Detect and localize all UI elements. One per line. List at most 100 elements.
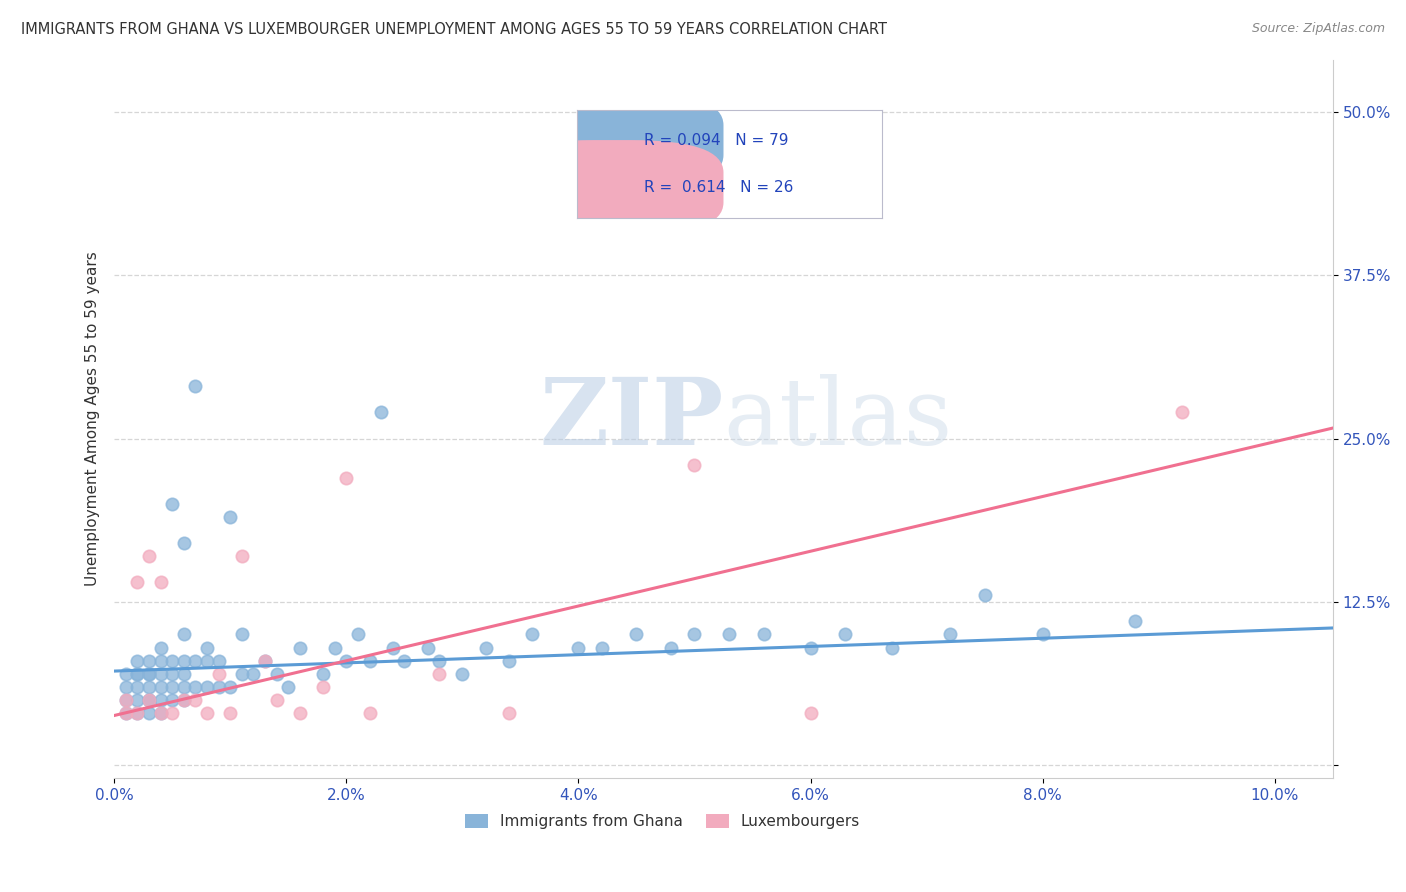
Point xyxy=(219,509,242,524)
Point xyxy=(208,680,231,694)
Point xyxy=(184,654,207,668)
Point xyxy=(394,654,416,668)
Point xyxy=(451,666,474,681)
Point xyxy=(683,458,706,472)
Point xyxy=(208,654,231,668)
Point xyxy=(160,693,183,707)
Point xyxy=(173,666,195,681)
Point xyxy=(149,693,172,707)
Point xyxy=(195,640,218,655)
Point xyxy=(752,627,775,641)
Point xyxy=(138,680,160,694)
Point xyxy=(659,640,682,655)
Point xyxy=(520,627,543,641)
Point xyxy=(127,680,149,694)
Point xyxy=(149,680,172,694)
Text: IMMIGRANTS FROM GHANA VS LUXEMBOURGER UNEMPLOYMENT AMONG AGES 55 TO 59 YEARS COR: IMMIGRANTS FROM GHANA VS LUXEMBOURGER UN… xyxy=(21,22,887,37)
Point xyxy=(799,640,821,655)
Point xyxy=(149,666,172,681)
Point xyxy=(173,693,195,707)
Point xyxy=(114,693,136,707)
Point xyxy=(114,706,136,720)
Point xyxy=(799,706,821,720)
Point xyxy=(266,666,288,681)
Point xyxy=(160,680,183,694)
Point xyxy=(939,627,962,641)
Point xyxy=(591,640,613,655)
Point xyxy=(474,640,496,655)
Point xyxy=(335,654,357,668)
Point xyxy=(567,640,589,655)
Point xyxy=(219,706,242,720)
Point xyxy=(381,640,404,655)
Point xyxy=(149,640,172,655)
Point xyxy=(195,654,218,668)
Point xyxy=(138,693,160,707)
Point xyxy=(195,680,218,694)
Point xyxy=(127,575,149,590)
Point xyxy=(149,706,172,720)
Point xyxy=(359,654,381,668)
Point xyxy=(173,693,195,707)
Point xyxy=(347,627,370,641)
Point xyxy=(242,666,264,681)
Point xyxy=(114,693,136,707)
Point xyxy=(173,627,195,641)
Point xyxy=(149,654,172,668)
Point xyxy=(498,654,520,668)
Point xyxy=(312,666,335,681)
Point xyxy=(231,627,253,641)
Point xyxy=(184,680,207,694)
Point xyxy=(254,654,277,668)
Point xyxy=(127,654,149,668)
Point xyxy=(626,627,648,641)
Legend: Immigrants from Ghana, Luxembourgers: Immigrants from Ghana, Luxembourgers xyxy=(458,808,866,835)
Point xyxy=(114,680,136,694)
Point xyxy=(1171,405,1194,419)
Point xyxy=(127,693,149,707)
Point xyxy=(1125,615,1147,629)
Point xyxy=(266,693,288,707)
Point xyxy=(138,693,160,707)
Point xyxy=(718,627,741,641)
Point xyxy=(277,680,299,694)
Point xyxy=(138,666,160,681)
Text: atlas: atlas xyxy=(724,374,953,464)
Point xyxy=(160,706,183,720)
Point xyxy=(973,588,995,602)
Point xyxy=(683,627,706,641)
Point xyxy=(288,640,311,655)
Point xyxy=(1032,627,1054,641)
Point xyxy=(160,666,183,681)
Point xyxy=(114,706,136,720)
Point xyxy=(138,693,160,707)
Point xyxy=(149,706,172,720)
Point xyxy=(231,549,253,563)
Point xyxy=(231,666,253,681)
Point xyxy=(288,706,311,720)
Point xyxy=(312,680,335,694)
Point xyxy=(359,706,381,720)
Point xyxy=(323,640,346,655)
Point xyxy=(114,666,136,681)
Point xyxy=(160,654,183,668)
Text: Source: ZipAtlas.com: Source: ZipAtlas.com xyxy=(1251,22,1385,36)
Point xyxy=(138,549,160,563)
Point xyxy=(427,654,450,668)
Point xyxy=(254,654,277,668)
Text: ZIP: ZIP xyxy=(540,374,724,464)
Point xyxy=(127,666,149,681)
Point xyxy=(370,405,392,419)
Point xyxy=(127,706,149,720)
Point xyxy=(834,627,856,641)
Point xyxy=(498,706,520,720)
Point xyxy=(138,706,160,720)
Point xyxy=(880,640,903,655)
Point xyxy=(173,654,195,668)
Point xyxy=(335,471,357,485)
Point xyxy=(173,680,195,694)
Y-axis label: Unemployment Among Ages 55 to 59 years: Unemployment Among Ages 55 to 59 years xyxy=(86,252,100,586)
Point xyxy=(184,379,207,393)
Point xyxy=(160,497,183,511)
Point xyxy=(208,666,231,681)
